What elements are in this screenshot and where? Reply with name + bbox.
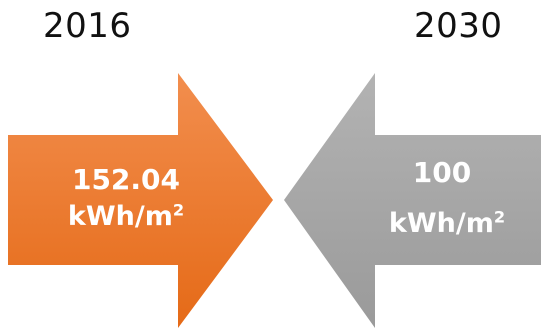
right-unit-label: kWh/m2 — [372, 208, 522, 239]
right-unit-text: kWh/m — [388, 208, 494, 239]
right-value-label: 100 — [412, 156, 472, 189]
year-label-left: 2016 — [43, 6, 132, 46]
right-pointing-arrow — [8, 73, 273, 328]
left-pointing-arrow — [284, 73, 541, 328]
year-label-right: 2030 — [414, 6, 503, 46]
right-unit-superscript: 2 — [493, 207, 506, 227]
left-unit-text: kWh/m — [67, 201, 173, 232]
left-unit-superscript: 2 — [172, 200, 185, 220]
left-unit-label: kWh/m2 — [50, 201, 202, 232]
left-value-label: 152.04 — [71, 163, 181, 196]
